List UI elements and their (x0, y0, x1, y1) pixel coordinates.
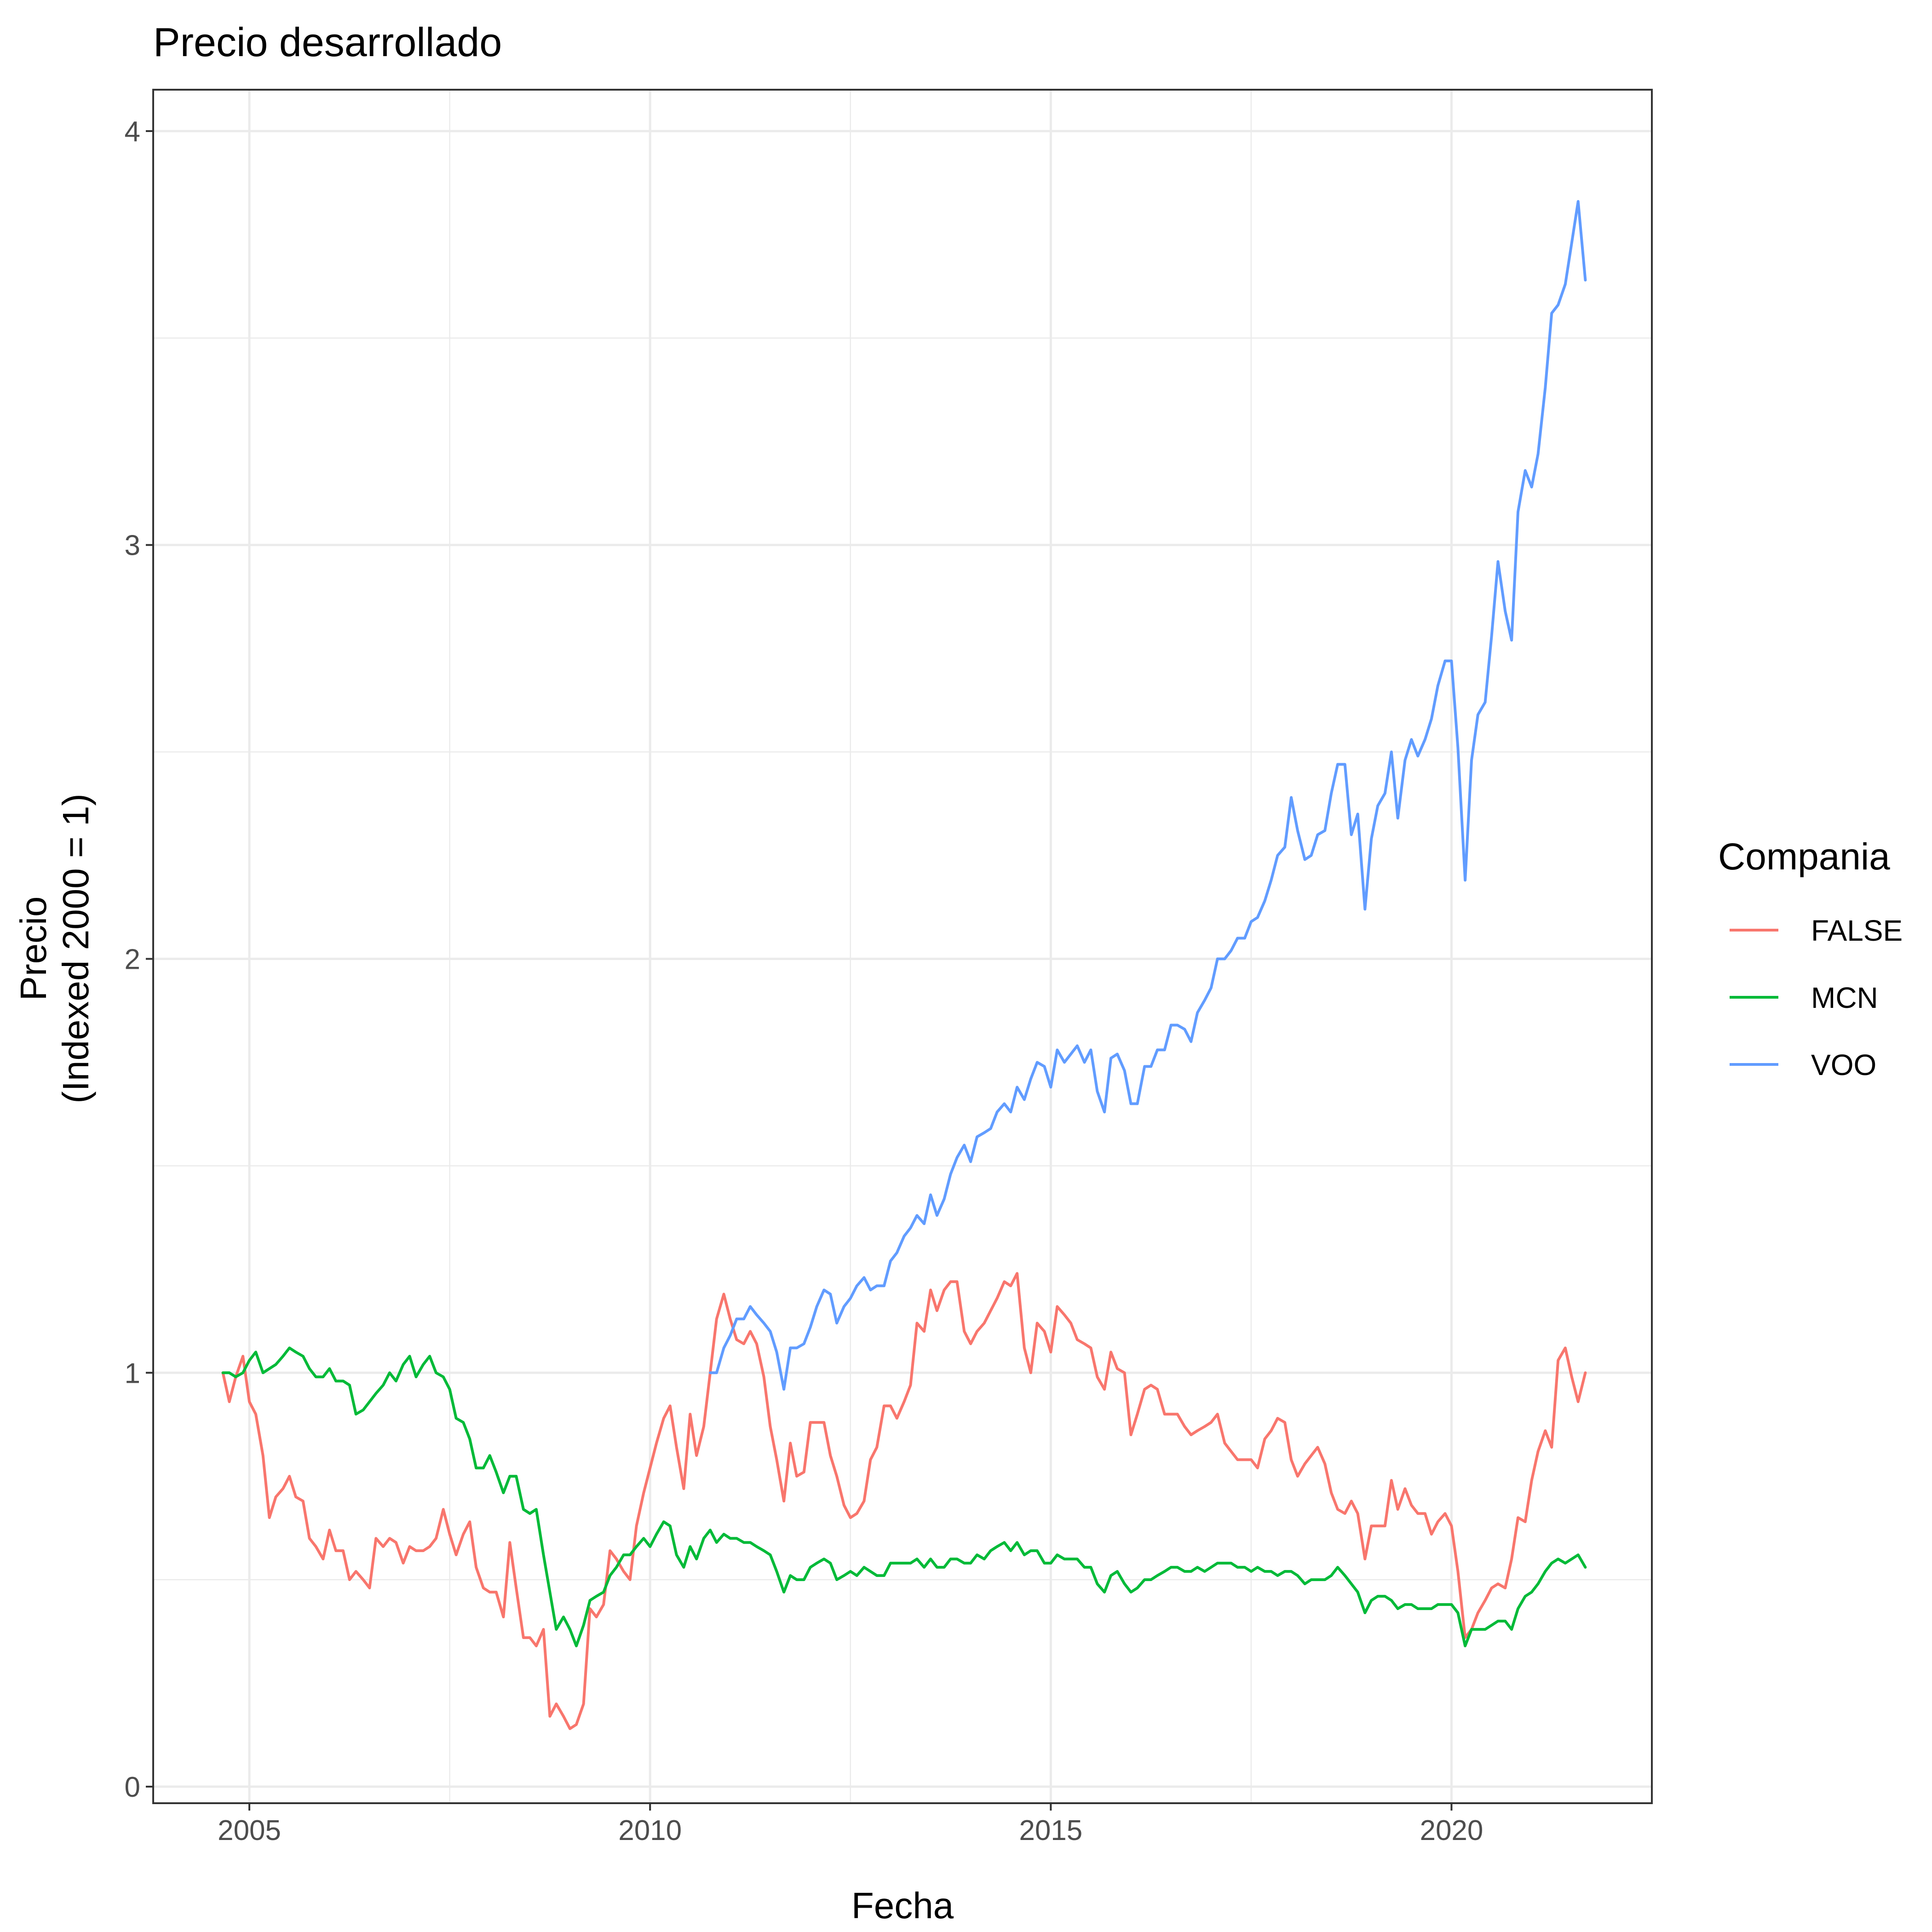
minor-gridlines (153, 90, 1653, 1803)
x-tick-label: 2005 (218, 1815, 281, 1846)
series-line-mcn (221, 1346, 1587, 1648)
y-tick-label: 1 (125, 1357, 140, 1389)
legend-items: FALSE MCN VOO (1730, 914, 1903, 1081)
x-tick-label: 2010 (618, 1815, 682, 1846)
series-line-false (221, 1272, 1587, 1730)
legend: Compania FALSE MCN VOO (1718, 836, 1903, 1081)
y-axis-title-line1: Precio (13, 897, 54, 1001)
y-tick-label: 3 (125, 530, 140, 562)
y-tick-label: 4 (125, 116, 140, 148)
major-gridlines (153, 90, 1652, 1803)
x-axis-title: Fecha (851, 1885, 954, 1926)
x-tick-label: 2015 (1019, 1815, 1082, 1846)
legend-label-mcn: MCN (1811, 981, 1878, 1014)
y-axis: 0 1 2 3 4 (125, 116, 153, 1803)
x-axis: 2005 2010 2015 2020 (218, 1803, 1483, 1846)
plot-panel-border (152, 89, 1653, 1804)
x-tick-label: 2020 (1420, 1815, 1483, 1846)
series-lines (221, 200, 1587, 1730)
legend-label-voo: VOO (1811, 1048, 1876, 1081)
y-tick-label: 2 (125, 943, 140, 975)
y-axis-title-line2: (Indexed 2000 = 1) (55, 794, 96, 1104)
y-axis-title: Precio (Indexed 2000 = 1) (13, 794, 96, 1104)
chart-title: Precio desarrollado (153, 19, 502, 65)
legend-label-false: FALSE (1811, 914, 1903, 947)
series-line-voo (708, 200, 1587, 1391)
legend-title: Compania (1718, 836, 1890, 878)
y-tick-label: 0 (125, 1771, 140, 1803)
